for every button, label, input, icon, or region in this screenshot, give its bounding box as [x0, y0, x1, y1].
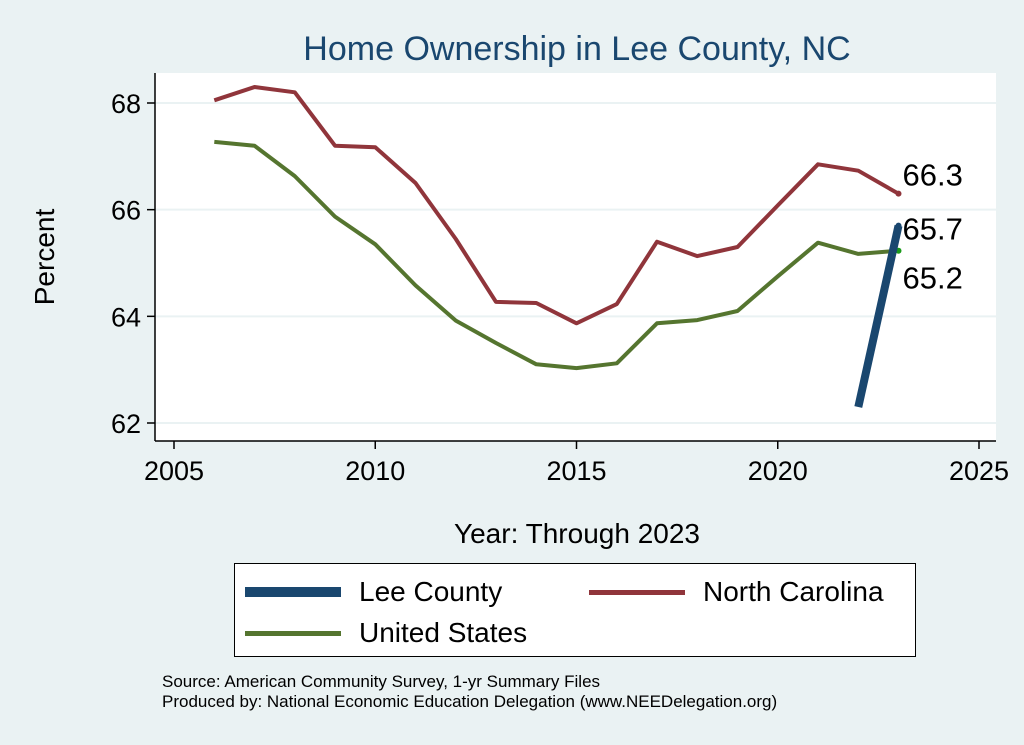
- y-tick-label-62: 62: [111, 409, 141, 439]
- source-notes: Source: American Community Survey, 1-yr …: [162, 672, 777, 712]
- axes: 62 64 66 68 2005 2010 2015 2020 2025: [111, 73, 1009, 486]
- x-tick-label-2020: 2020: [748, 456, 808, 486]
- end-label-lee-county: 65.7: [903, 212, 963, 247]
- end-point-north-carolina: [895, 190, 902, 197]
- legend-swatch-united-states: [245, 630, 341, 636]
- series-line-lee-county: [854, 224, 903, 408]
- legend: Lee County North Carolina United States: [234, 563, 916, 657]
- x-tick-label-2025: 2025: [949, 456, 1009, 486]
- series-line-united-states: [214, 139, 899, 371]
- y-tick-label-68: 68: [111, 89, 141, 119]
- legend-label-lee-county: Lee County: [359, 576, 503, 607]
- end-point-lee-county: [895, 222, 902, 229]
- end-labels: 65.7 66.3 65.2: [903, 158, 963, 296]
- x-axis-label: Year: Through 2023: [454, 518, 700, 549]
- end-label-north-carolina: 66.3: [903, 158, 963, 193]
- y-tick-label-64: 64: [111, 302, 141, 332]
- legend-label-north-carolina: North Carolina: [703, 576, 884, 607]
- end-label-united-states: 65.2: [903, 261, 963, 296]
- x-tick-label-2010: 2010: [345, 456, 405, 486]
- gridlines: [155, 102, 996, 424]
- legend-item-lee-county: Lee County: [245, 576, 502, 608]
- legend-swatch-north-carolina: [589, 589, 685, 595]
- series-lines: [213, 85, 903, 408]
- legend-item-united-states: United States: [245, 617, 527, 649]
- x-tick-label-2015: 2015: [546, 456, 606, 486]
- legend-item-north-carolina: North Carolina: [589, 576, 884, 608]
- chart-title: Home Ownership in Lee County, NC: [303, 30, 850, 68]
- source-line: Source: American Community Survey, 1-yr …: [162, 672, 601, 691]
- y-tick-label-66: 66: [111, 196, 141, 226]
- legend-swatch-lee-county: [245, 587, 341, 597]
- legend-label-united-states: United States: [359, 617, 528, 648]
- x-tick-label-2005: 2005: [144, 456, 204, 486]
- producer-line: Produced by: National Economic Education…: [162, 692, 778, 711]
- plot-area: [155, 73, 996, 441]
- y-axis-label: Percent: [29, 209, 60, 306]
- series-line-north-carolina: [213, 85, 900, 326]
